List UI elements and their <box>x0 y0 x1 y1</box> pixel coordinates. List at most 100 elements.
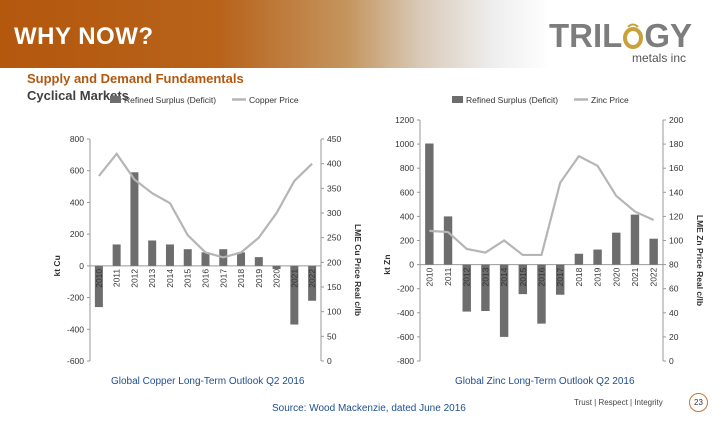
x-tick-label: 2014 <box>499 267 509 286</box>
x-tick-label: 2016 <box>201 269 211 288</box>
y2-tick-label: 20 <box>669 332 679 342</box>
bar <box>537 264 546 324</box>
y-tick-label: -400 <box>67 324 84 334</box>
x-tick-label: 2022 <box>649 267 659 286</box>
y-tick-label: 1000 <box>395 139 414 149</box>
x-tick-label: 2015 <box>183 269 193 288</box>
bar <box>555 264 565 295</box>
y2-tick-label: 60 <box>669 284 679 294</box>
bar <box>94 265 103 308</box>
y-tick-label: -200 <box>397 284 414 294</box>
legend-swatch-bar <box>452 96 463 103</box>
y-tick-label: 600 <box>400 187 414 197</box>
company-logo: TRIL GY metals inc <box>549 18 709 70</box>
x-tick-label: 2020 <box>272 269 282 288</box>
y2-axis-title: LME Zn Price Real c/lb <box>695 215 705 306</box>
y2-tick-label: 250 <box>327 233 341 243</box>
y2-axis-title: LME Cu Price Real c/lb <box>353 224 363 316</box>
bar <box>308 265 317 301</box>
bar <box>272 265 281 270</box>
legend-swatch-bar <box>110 96 121 103</box>
x-tick-label: 2022 <box>307 269 317 288</box>
legend-label: Zinc Price <box>591 95 629 105</box>
y2-tick-label: 350 <box>327 183 341 193</box>
logo-wordmark: TRIL GY <box>549 17 693 54</box>
footer-tagline: Trust | Respect | Integrity <box>574 398 663 407</box>
x-tick-label: 2020 <box>611 267 621 286</box>
bar <box>130 172 139 266</box>
x-tick-label: 2012 <box>462 267 472 286</box>
x-tick-label: 2013 <box>480 267 490 286</box>
y-tick-label: 200 <box>400 236 414 246</box>
y-tick-label: 400 <box>400 211 414 221</box>
y-tick-label: 0 <box>79 261 84 271</box>
x-tick-label: 2011 <box>112 269 122 288</box>
x-tick-label: 2016 <box>537 267 547 286</box>
x-tick-label: 2015 <box>518 267 528 286</box>
y-tick-label: 800 <box>70 134 84 144</box>
section-subtitle: Supply and Demand Fundamentals <box>27 71 244 86</box>
legend-label: Copper Price <box>249 95 299 105</box>
bar <box>518 264 528 295</box>
bar <box>574 253 584 265</box>
x-tick-label: 2010 <box>424 267 434 286</box>
y2-tick-label: 400 <box>327 159 341 169</box>
logo-subtitle: metals inc <box>632 51 687 65</box>
y2-tick-label: 0 <box>669 356 674 366</box>
copper-outlook-chart: Refined Surplus (Deficit) Copper Price -60… <box>52 95 363 366</box>
y2-tick-label: 200 <box>327 257 341 267</box>
chart-legend: Refined Surplus (Deficit) Copper Price <box>110 95 299 105</box>
bar <box>612 232 621 265</box>
bar <box>481 264 490 311</box>
y-tick-label: -800 <box>397 356 414 366</box>
page-title: WHY NOW? <box>14 23 154 50</box>
price-line <box>98 151 313 259</box>
x-tick-label: 2017 <box>555 267 565 286</box>
x-tick-label: 2012 <box>129 269 139 288</box>
copper-chart-caption: Global Copper Long-Term Outlook Q2 2016 <box>111 376 305 387</box>
y2-tick-label: 100 <box>327 307 341 317</box>
y2-tick-label: 140 <box>669 187 683 197</box>
x-tick-label: 2014 <box>165 269 175 288</box>
x-tick-label: 2010 <box>94 269 104 288</box>
bar <box>290 265 299 325</box>
legend-label: Refined Surplus (Deficit) <box>466 95 558 105</box>
y-axis-title: kt Cu <box>52 255 62 276</box>
zinc-chart-caption: Global Zinc Long-Term Outlook Q2 2016 <box>455 376 635 387</box>
x-tick-label: 2021 <box>289 269 299 288</box>
y-tick-label: 0 <box>409 260 414 270</box>
source-note: Source: Wood Mackenzie, dated June 2016 <box>272 403 466 414</box>
y2-tick-label: 180 <box>669 139 683 149</box>
y2-tick-label: 450 <box>327 134 341 144</box>
y2-tick-label: 100 <box>669 236 683 246</box>
bar <box>443 216 453 265</box>
x-tick-label: 2018 <box>236 269 246 288</box>
y-tick-label: -200 <box>67 293 84 303</box>
y-tick-label: 600 <box>70 166 84 176</box>
y2-tick-label: 50 <box>327 331 337 341</box>
section-subtitle-secondary: Cyclical Markets <box>27 88 129 103</box>
y2-tick-label: 200 <box>669 115 683 125</box>
bar <box>630 214 640 265</box>
y-tick-label: -600 <box>67 356 84 366</box>
y2-tick-label: 300 <box>327 208 341 218</box>
y-tick-label: -400 <box>397 308 414 318</box>
zinc-outlook-chart: Refined Surplus (Deficit) Zinc Price -800 -… <box>382 95 705 366</box>
x-tick-label: 2019 <box>593 267 603 286</box>
bar <box>425 143 434 265</box>
y-tick-label: 200 <box>70 229 84 239</box>
x-tick-label: 2017 <box>218 269 228 288</box>
y2-tick-label: 120 <box>669 211 683 221</box>
x-tick-label: 2021 <box>630 267 640 286</box>
bar <box>165 244 174 266</box>
bar <box>499 264 509 337</box>
bar <box>112 244 121 266</box>
x-tick-label: 2018 <box>574 267 584 286</box>
y-tick-label: 1200 <box>395 115 414 125</box>
price-line <box>429 154 655 257</box>
bar <box>237 252 246 266</box>
bar <box>148 240 157 266</box>
logo-o-icon <box>623 23 644 49</box>
x-tick-label: 2013 <box>147 269 157 288</box>
bar <box>593 249 602 265</box>
